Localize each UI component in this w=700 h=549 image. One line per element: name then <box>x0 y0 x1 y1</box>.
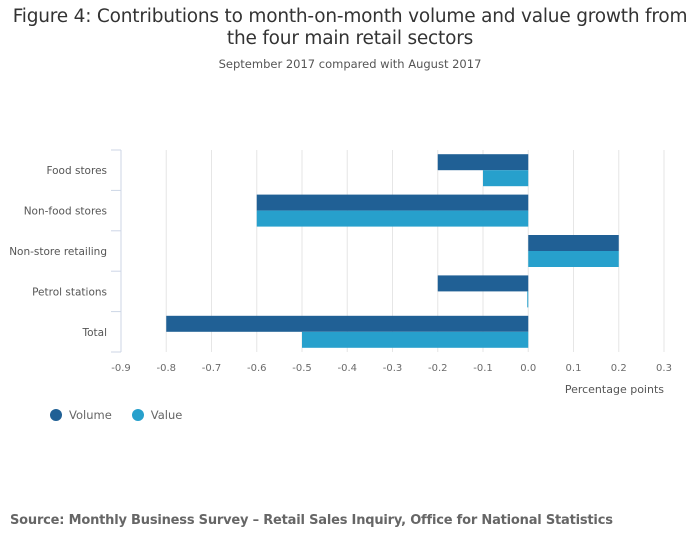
bar-value-petrol-stations[interactable] <box>527 291 529 308</box>
chart-title-line-1: Figure 4: Contributions to month-on-mont… <box>12 6 688 27</box>
legend-marker-value <box>131 409 144 421</box>
bar-volume-non-store-retailing[interactable] <box>528 235 619 251</box>
chart-subtitle: September 2017 compared with August 2017 <box>218 57 482 71</box>
legend-marker-volume <box>50 409 62 421</box>
x-tick-label: -0.5 <box>292 363 312 374</box>
x-tick-label: -0.6 <box>247 363 267 374</box>
bar-value-non-food-stores[interactable] <box>256 210 529 227</box>
source-note: Source: Monthly Business Survey – Retail… <box>10 513 613 528</box>
x-tick-label: 0.0 <box>520 363 536 374</box>
x-tick-label: -0.8 <box>156 363 176 374</box>
x-tick-label: -0.4 <box>337 363 357 374</box>
x-tick-label: -0.1 <box>473 363 493 374</box>
category-label: Food stores <box>46 165 107 177</box>
category-label: Total <box>81 327 107 339</box>
x-tick-label: -0.7 <box>202 363 222 374</box>
legend-label-volume: Volume <box>69 408 112 422</box>
x-tick-labels: -0.9 -0.8 -0.7 -0.6 -0.5 -0.4 -0.3 -0.2 -0.1 0.0 0… <box>111 363 672 374</box>
bar-volume-petrol-stations[interactable] <box>437 275 529 292</box>
x-tick-label: -0.9 <box>111 363 131 374</box>
x-tick-label: 0.1 <box>566 363 582 374</box>
category-label: Non-food stores <box>24 206 107 218</box>
category-label: Non-store retailing <box>9 246 107 258</box>
x-tick-label: -0.3 <box>383 363 403 374</box>
chart-title-line-2: the four main retail sectors <box>226 28 474 49</box>
bars <box>166 154 619 348</box>
legend-item-value[interactable]: Value <box>131 408 183 422</box>
bar-value-total[interactable] <box>302 331 529 348</box>
legend: Volume Value <box>50 408 202 422</box>
legend-label-value: Value <box>150 408 183 422</box>
category-axis <box>111 149 122 353</box>
bar-value-food-stores[interactable] <box>483 170 529 187</box>
bar-volume-total[interactable] <box>166 315 529 332</box>
x-axis-title: Percentage points <box>565 383 664 396</box>
bar-volume-non-food-stores[interactable] <box>256 194 529 211</box>
category-label: Petrol stations <box>32 286 107 298</box>
bar-value-non-store-retailing[interactable] <box>528 251 619 267</box>
legend-item-volume[interactable]: Volume <box>50 408 112 422</box>
bar-volume-food-stores[interactable] <box>437 154 529 171</box>
x-tick-label: -0.2 <box>428 363 448 374</box>
x-tick-label: 0.3 <box>656 363 672 374</box>
category-labels: Food stores Non-food stores Non-store reta… <box>9 165 107 339</box>
chart-title: Figure 4: Contributions to month-on-mont… <box>0 6 700 50</box>
x-tick-label: 0.2 <box>611 363 627 374</box>
